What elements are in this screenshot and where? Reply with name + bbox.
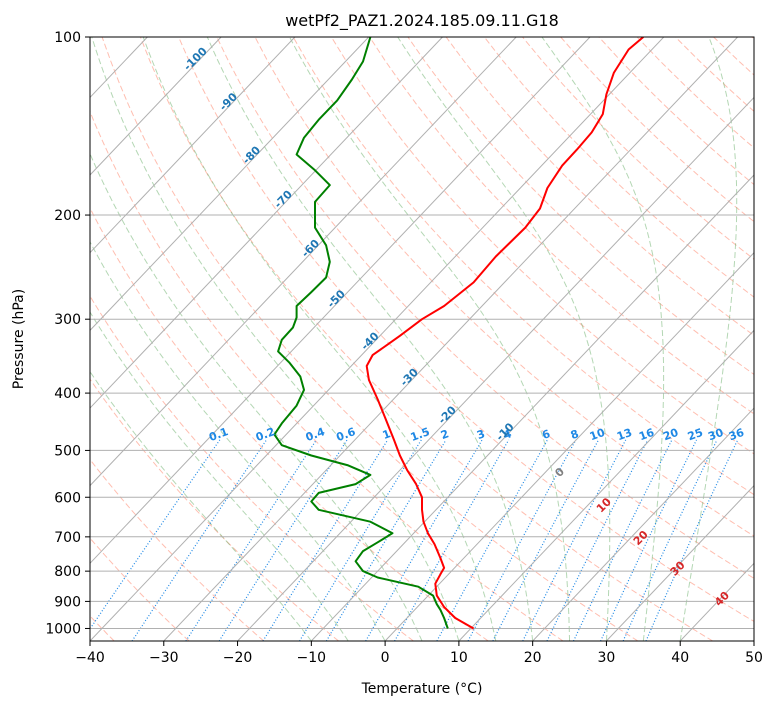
moist-adiabat-line xyxy=(679,37,738,641)
mixing-ratio-line xyxy=(467,439,577,641)
moist-adiabat-line xyxy=(206,37,534,641)
moist-adiabat-line xyxy=(90,311,349,641)
mixing-ratio-line xyxy=(600,439,698,641)
y-tick-label: 600 xyxy=(54,490,81,506)
mixing-ratio-line xyxy=(522,439,627,641)
temperature-profile-line xyxy=(365,37,644,630)
isotherm-line xyxy=(532,407,754,641)
x-tick-label: −10 xyxy=(297,650,327,666)
dry-adiabat-line xyxy=(407,37,754,375)
mixing-ratio-line xyxy=(436,439,548,641)
plot-area xyxy=(90,37,754,641)
x-tick-label: 50 xyxy=(745,650,763,666)
mixing-ratio-label: 0.2 xyxy=(254,425,277,444)
mixing-ratio-label: 3 xyxy=(475,427,487,442)
mixing-ratio-label: 4 xyxy=(502,427,514,442)
isotherm-line xyxy=(606,484,754,641)
mixing-ratio-line xyxy=(185,439,317,641)
x-tick-label: 20 xyxy=(524,650,542,666)
mixing-ratio-line xyxy=(572,439,673,641)
isotherm-line xyxy=(90,37,443,409)
mixing-ratio-label: 1.5 xyxy=(409,425,432,444)
dry-adiabat-line xyxy=(90,206,489,641)
moist-adiabat-line xyxy=(289,37,571,641)
mixing-ratio-label: 0.1 xyxy=(207,425,230,444)
x-tick-label: 0 xyxy=(381,650,390,666)
x-tick-label: −40 xyxy=(75,650,105,666)
dry-adiabat-line xyxy=(369,37,754,415)
chart-title: wetPf2_PAZ1.2024.185.09.11.G18 xyxy=(285,11,559,31)
x-tick-label: −30 xyxy=(149,650,179,666)
axes: −40 −30 −20 −10 0 10 20 30 40 50 1000 900 800 700 600 5… xyxy=(45,30,763,666)
dewpoint-profile-line xyxy=(273,37,449,629)
dry-adiabat-line xyxy=(101,37,639,641)
mixing-ratio-label: 25 xyxy=(686,426,705,443)
dry-adiabat-line xyxy=(178,37,754,622)
isotherm-line xyxy=(753,640,754,641)
moist-adiabat-line xyxy=(90,240,386,641)
mixing-ratio-label: 1 xyxy=(381,427,393,442)
y-tick-label: 400 xyxy=(54,386,81,402)
mixing-ratio-label: 13 xyxy=(615,426,634,443)
mixing-ratio-line xyxy=(218,439,348,641)
mixing-ratio-line xyxy=(299,439,422,641)
isotherm-line xyxy=(90,37,591,565)
mixing-ratio-label: 6 xyxy=(540,427,552,442)
y-tick-label: 500 xyxy=(54,443,81,459)
mixing-ratio-line xyxy=(546,439,649,641)
x-tick-label: 10 xyxy=(450,650,468,666)
isotherm-line xyxy=(90,37,222,176)
y-tick-label: 900 xyxy=(54,594,81,610)
dry-adiabat-line xyxy=(90,458,265,641)
isotherm-line xyxy=(384,251,754,641)
moist-adiabat-line xyxy=(142,37,497,641)
mixing-ratio-label: 8 xyxy=(569,427,581,442)
mixing-ratio-label: 16 xyxy=(637,426,656,444)
mixing-ratio-label: 0.4 xyxy=(304,425,327,444)
isotherm-line xyxy=(237,96,754,641)
isotherm-line xyxy=(310,174,754,641)
isotherm-line xyxy=(90,37,296,254)
y-tick-label: 100 xyxy=(54,30,81,46)
y-tick-label: 800 xyxy=(54,564,81,580)
dry-adiabat-line xyxy=(751,37,754,40)
mixing-ratio-label: 20 xyxy=(661,426,680,444)
mixing-ratio-label: 30 xyxy=(706,426,725,444)
isotherm-line xyxy=(90,37,517,487)
y-tick-label: 1000 xyxy=(45,621,81,637)
moist-adiabat-line xyxy=(541,37,665,641)
isotherm-line xyxy=(90,37,665,641)
mixing-ratio-label: 36 xyxy=(727,426,746,444)
plot-frame xyxy=(89,36,755,642)
x-tick-label: 30 xyxy=(598,650,616,666)
isotherm-line xyxy=(163,37,738,641)
mixing-ratio-label: 0.6 xyxy=(335,425,358,444)
y-tick-label: 200 xyxy=(54,208,81,224)
isotherm-line xyxy=(458,329,754,641)
x-tick-label: 40 xyxy=(671,650,689,666)
dry-adiabat-line xyxy=(216,37,754,579)
x-axis-label: Temperature (°C) xyxy=(361,681,483,697)
moist-adiabat-line xyxy=(91,37,460,641)
moist-adiabat-line xyxy=(397,37,611,641)
moist-adiabat-line xyxy=(90,152,423,641)
mixing-ratio-label: 10 xyxy=(588,426,607,444)
dry-adiabat-line xyxy=(292,37,754,496)
dry-adiabat-line xyxy=(90,110,564,641)
x-tick-label: −20 xyxy=(223,650,253,666)
mixing-ratio-label: 2 xyxy=(439,427,451,442)
y-tick-label: 700 xyxy=(54,530,81,546)
y-tick-label: 300 xyxy=(54,312,81,328)
y-axis-label: Pressure (hPa) xyxy=(11,289,27,389)
dry-adiabat-line xyxy=(90,378,339,641)
isotherm-line xyxy=(90,37,370,332)
mixing-ratio-line xyxy=(365,439,483,641)
mixing-ratio-line xyxy=(492,439,600,641)
dry-adiabat-line xyxy=(483,37,754,298)
plot-lines xyxy=(90,37,754,641)
dry-adiabat-line xyxy=(139,37,713,641)
